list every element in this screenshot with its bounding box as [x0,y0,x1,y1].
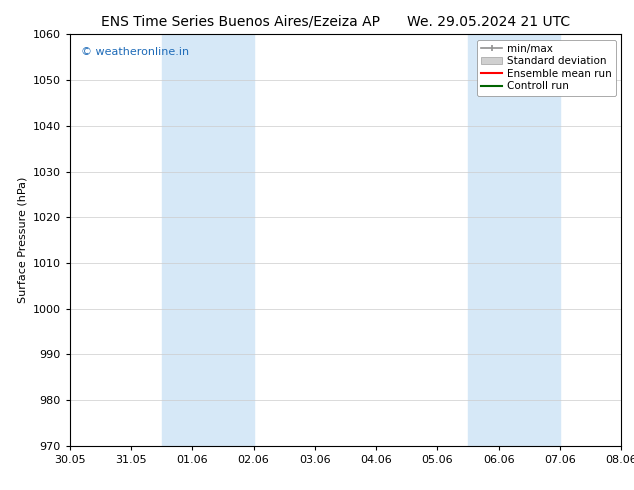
Bar [468,34,560,446]
Text: © weatheronline.in: © weatheronline.in [81,47,189,57]
Y-axis label: Surface Pressure (hPa): Surface Pressure (hPa) [17,177,27,303]
Text: We. 29.05.2024 21 UTC: We. 29.05.2024 21 UTC [406,15,570,29]
Text: ENS Time Series Buenos Aires/Ezeiza AP: ENS Time Series Buenos Aires/Ezeiza AP [101,15,380,29]
Legend: min/max, Standard deviation, Ensemble mean run, Controll run: min/max, Standard deviation, Ensemble me… [477,40,616,96]
Bar [162,34,254,446]
